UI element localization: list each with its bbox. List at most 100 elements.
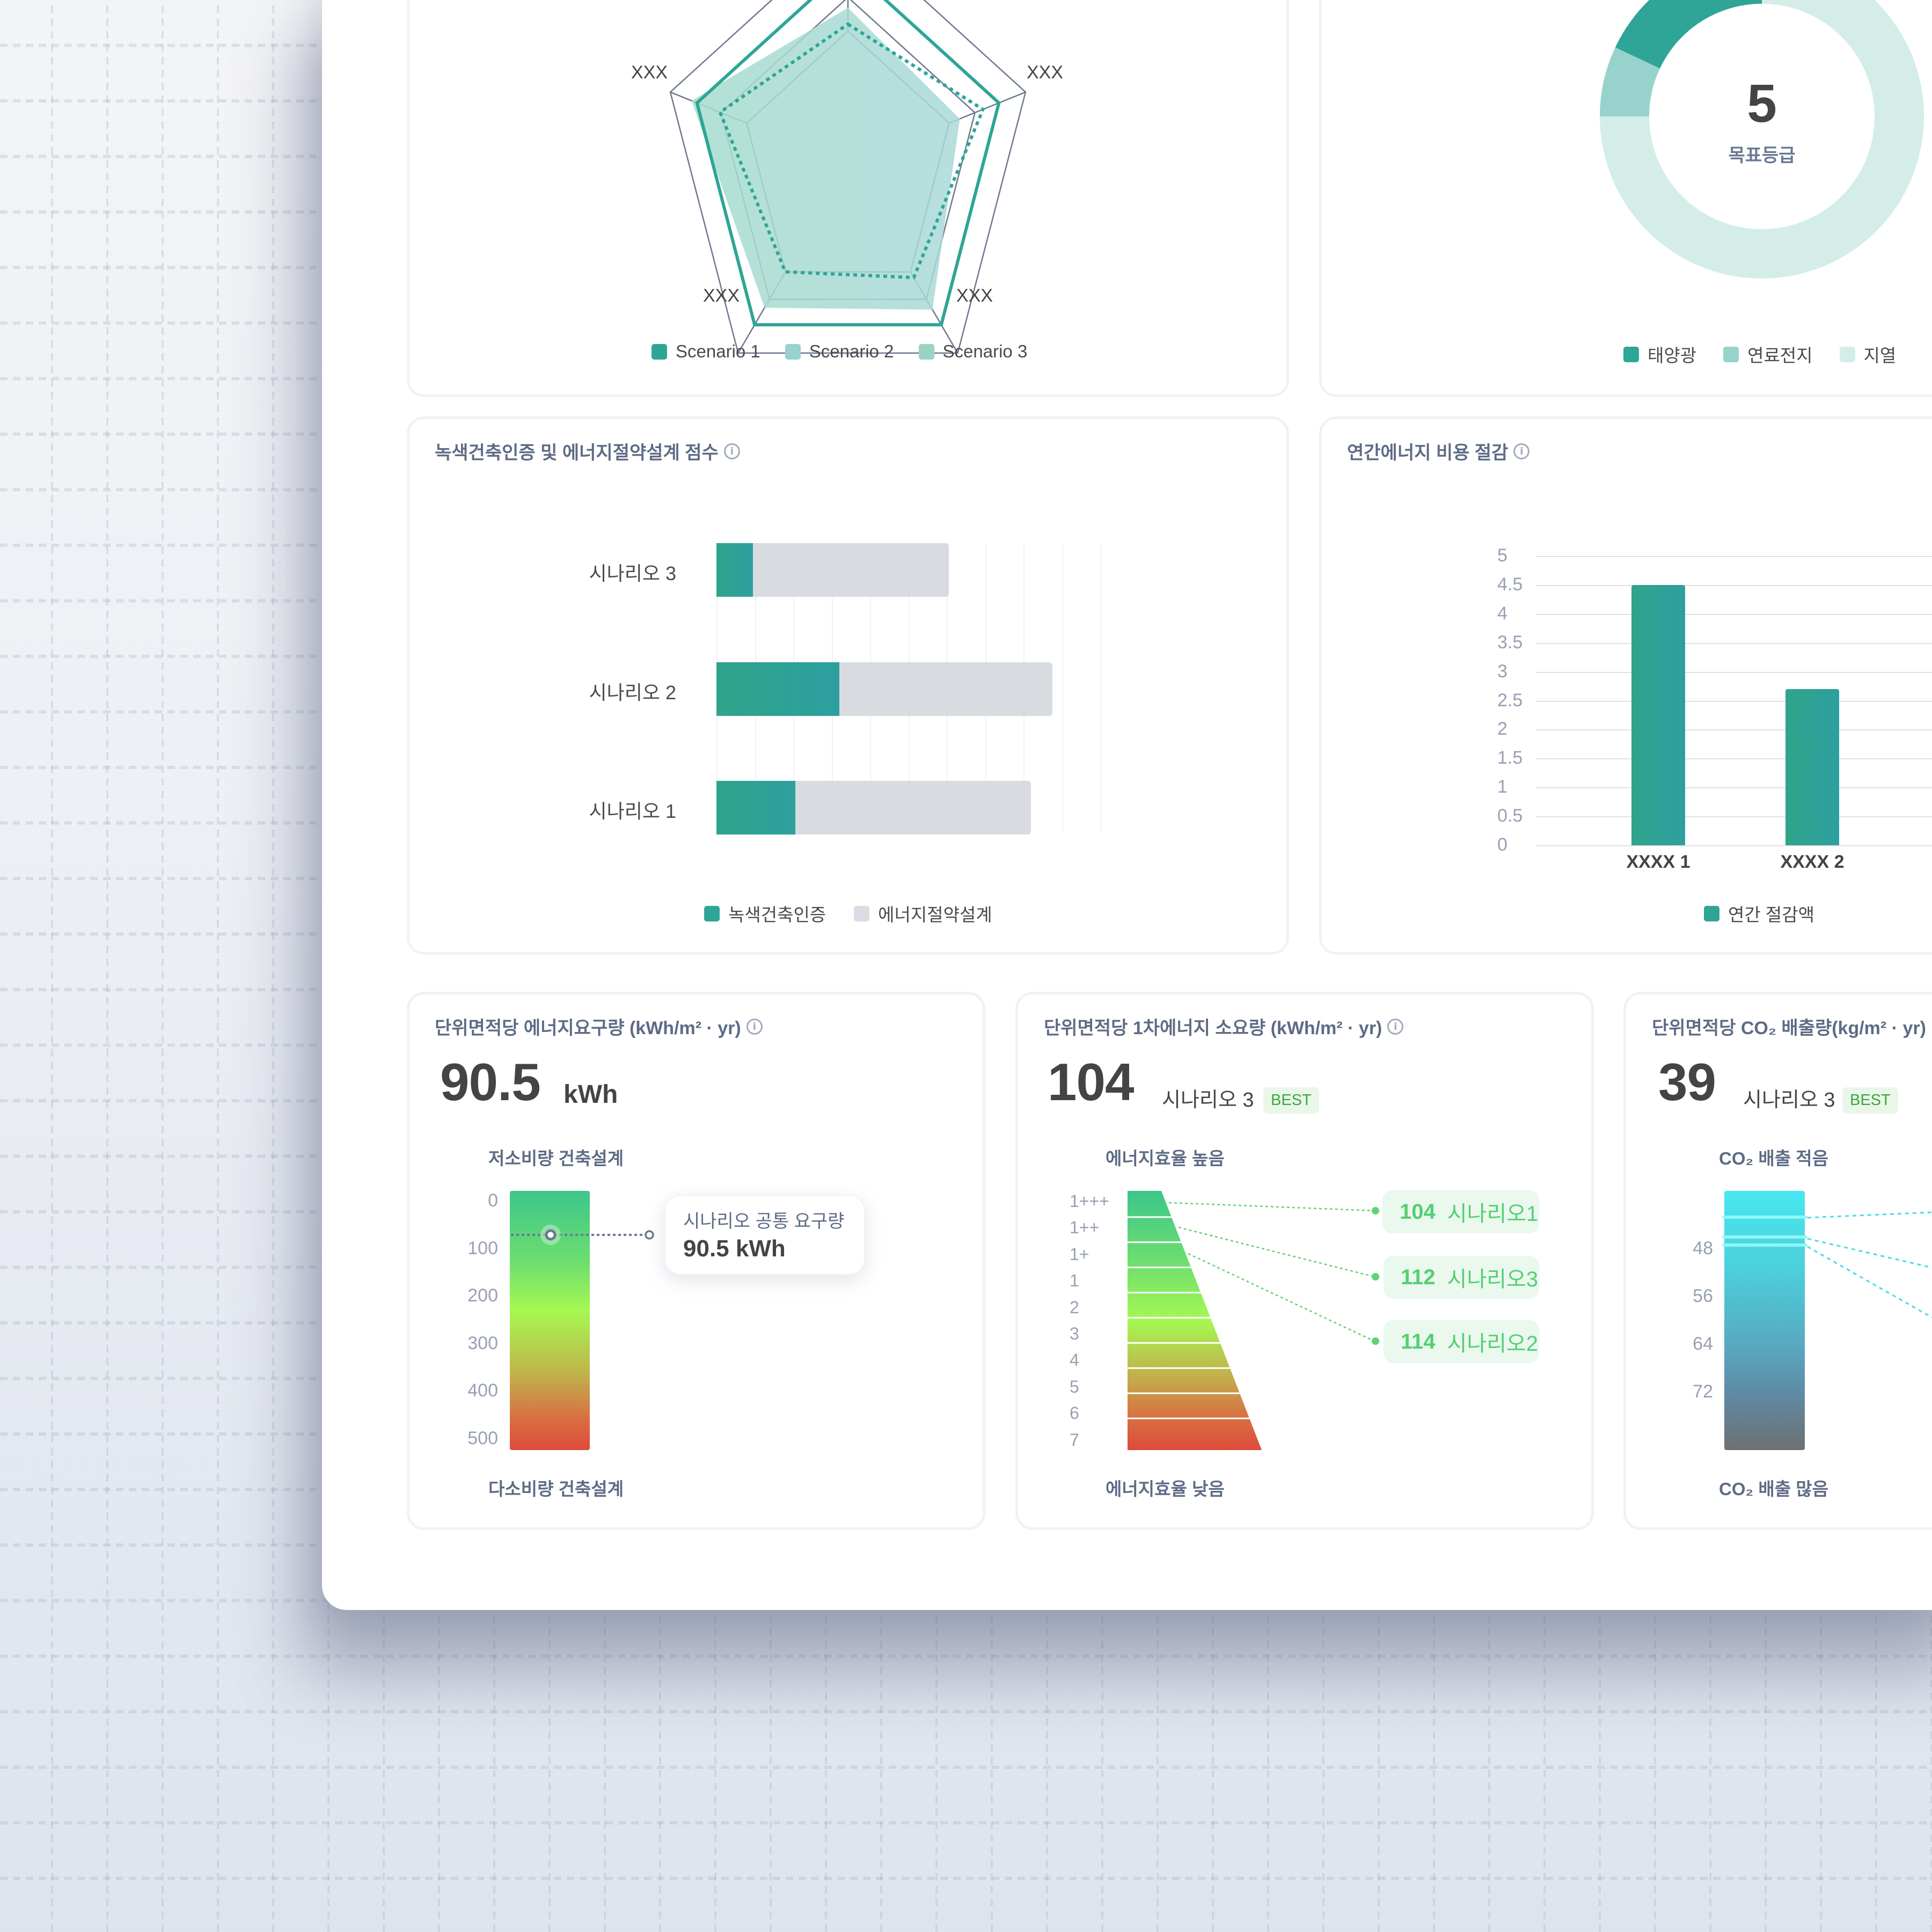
pill-scenario: 시나리오2 xyxy=(1447,1332,1538,1356)
info-icon[interactable]: i xyxy=(1513,443,1530,459)
gridline xyxy=(1536,700,1932,702)
co2-best-scenario: 시나리오 3 xyxy=(1743,1089,1835,1111)
co2-low-label: CO₂ 배출 적음 xyxy=(1719,1148,1828,1168)
pill-value: 104 xyxy=(1400,1199,1436,1224)
legend-energy-saving-design[interactable]: 에너지절약설계 xyxy=(854,901,992,926)
scenario-pill-1[interactable]: 104 시나리오1 xyxy=(1382,1190,1539,1233)
co2-title-text: 단위면적당 CO₂ 배출량(kg/m² · yr) xyxy=(1652,1018,1926,1038)
radar-axis-label-right: XXX xyxy=(1027,62,1064,83)
bar-segment-energy-saving[interactable] xyxy=(795,781,1031,835)
pill-scenario: 시나리오3 xyxy=(1447,1268,1538,1291)
energy-demand-tooltip: 시나리오 공통 요구량 90.5 kWh xyxy=(664,1195,865,1275)
co2-gauge-bar xyxy=(1724,1191,1805,1450)
y-tick-label: 200 xyxy=(467,1285,498,1306)
primary-energy-title-text: 단위면적당 1차에너지 소요량 (kWh/m² · yr) xyxy=(1044,1018,1382,1038)
donut-center-label: 목표등급 xyxy=(1728,145,1796,166)
grade-label: 1 xyxy=(1070,1271,1079,1291)
primary-energy-best-scenario: 시나리오 3 xyxy=(1162,1089,1254,1111)
radar-axis-label-bottom-left: XXX xyxy=(703,286,740,306)
scenario-pill-3[interactable]: 112 시나리오3 xyxy=(1384,1256,1539,1299)
high-consumption-label: 다소비량 건축설계 xyxy=(488,1479,624,1499)
energy-demand-title: 단위면적당 에너지요구량 (kWh/m² · yr) i xyxy=(435,1013,763,1040)
y-tick-label: 2.5 xyxy=(1497,690,1523,711)
legend-label: 에너지절약설계 xyxy=(878,905,992,925)
energy-demand-unit: kWh xyxy=(564,1080,618,1109)
y-tick-label: 3 xyxy=(1497,661,1507,682)
legend-scenario-1[interactable]: Scenario 1 xyxy=(652,341,760,362)
bar-row-label: 시나리오 3 xyxy=(589,562,676,584)
grade-label: 5 xyxy=(1070,1377,1079,1396)
bar-row-label: 시나리오 1 xyxy=(589,800,676,822)
bar-segment-green-building[interactable] xyxy=(716,662,839,716)
gridline xyxy=(1536,787,1932,789)
cost-bar[interactable] xyxy=(1785,689,1839,845)
efficiency-low-label: 에너지효율 낮음 xyxy=(1106,1479,1225,1499)
donut-legend: 태양광 연료전지 지열 xyxy=(1623,341,1896,367)
gridline xyxy=(1536,729,1932,731)
donut-segment[interactable] xyxy=(1600,47,1660,116)
bar-segment-green-building[interactable] xyxy=(716,543,753,597)
co2-value: 39 xyxy=(1658,1052,1716,1111)
grade-label: 4 xyxy=(1070,1350,1079,1370)
gridline xyxy=(1536,642,1932,644)
co2-high-label: CO₂ 배출 많음 xyxy=(1719,1479,1828,1499)
gridline xyxy=(1536,758,1932,760)
legend-swatch xyxy=(704,905,720,921)
legend-swatch xyxy=(785,343,801,360)
info-icon[interactable]: i xyxy=(723,443,740,459)
y-tick-label: 72 xyxy=(1693,1381,1713,1402)
y-tick-label: 5 xyxy=(1497,545,1507,566)
legend-scenario-3[interactable]: Scenario 3 xyxy=(918,341,1028,362)
bar-segment-energy-saving[interactable] xyxy=(752,543,949,597)
info-icon[interactable]: i xyxy=(1387,1018,1404,1035)
co2-title: 단위면적당 CO₂ 배출량(kg/m² · yr) xyxy=(1652,1013,1926,1040)
energy-demand-value: 90.5 xyxy=(440,1052,541,1111)
legend-swatch xyxy=(1839,346,1855,362)
y-tick-label: 1.5 xyxy=(1497,748,1523,769)
grade-label: 3 xyxy=(1070,1324,1079,1343)
pill-value: 114 xyxy=(1401,1329,1436,1353)
legend-swatch xyxy=(918,343,934,360)
primary-energy-title: 단위면적당 1차에너지 소요량 (kWh/m² · yr) i xyxy=(1044,1013,1404,1040)
bar-segment-green-building[interactable] xyxy=(716,781,795,835)
gridline xyxy=(1536,671,1932,673)
legend-geothermal[interactable]: 지열 xyxy=(1839,341,1897,367)
score-card-title-text: 녹색건축인증 및 에너지절약설계 점수 xyxy=(435,443,719,463)
primary-energy-value: 104 xyxy=(1048,1052,1135,1111)
donut-segment[interactable] xyxy=(1615,0,1762,69)
y-tick-label: 64 xyxy=(1693,1334,1713,1354)
x-category-label: XXXX 2 xyxy=(1780,852,1845,872)
scenario-pill-2[interactable]: 114 시나리오2 xyxy=(1384,1320,1539,1363)
cost-card xyxy=(1319,416,1932,955)
cost-bar[interactable] xyxy=(1631,584,1685,845)
efficiency-high-label: 에너지효율 높음 xyxy=(1106,1148,1225,1168)
legend-solar[interactable]: 태양광 xyxy=(1623,341,1696,367)
donut-segment[interactable] xyxy=(1600,0,1924,279)
legend-label: 연료전지 xyxy=(1747,346,1813,365)
legend-swatch xyxy=(1704,905,1719,921)
radar-axis-label-bottom-right: XXX xyxy=(956,286,993,306)
bar-row-label: 시나리오 2 xyxy=(589,682,676,704)
legend-annual-savings[interactable]: 연간 절감액 xyxy=(1704,901,1814,926)
y-tick-label: 3.5 xyxy=(1497,632,1523,653)
legend-swatch xyxy=(854,905,870,921)
gridline xyxy=(1536,816,1932,818)
y-tick-label: 1 xyxy=(1497,777,1507,797)
legend-label: Scenario 3 xyxy=(942,341,1028,361)
legend-fuel-cell[interactable]: 연료전지 xyxy=(1723,341,1813,367)
y-tick-label: 4 xyxy=(1497,603,1507,624)
legend-scenario-2[interactable]: Scenario 2 xyxy=(785,341,894,362)
y-tick-label: 2 xyxy=(1497,719,1507,740)
y-tick-label: 500 xyxy=(467,1428,498,1448)
info-icon[interactable]: i xyxy=(746,1018,763,1035)
y-tick-label: 100 xyxy=(467,1238,498,1258)
legend-swatch xyxy=(652,343,667,360)
donut-center-value: 5 xyxy=(1747,74,1777,134)
radar-axis-label-left: XXX xyxy=(631,62,668,83)
y-tick-label: 48 xyxy=(1693,1238,1713,1258)
legend-label: 지열 xyxy=(1863,346,1897,365)
bar-segment-energy-saving[interactable] xyxy=(839,662,1052,716)
legend-green-building[interactable]: 녹색건축인증 xyxy=(704,901,826,926)
